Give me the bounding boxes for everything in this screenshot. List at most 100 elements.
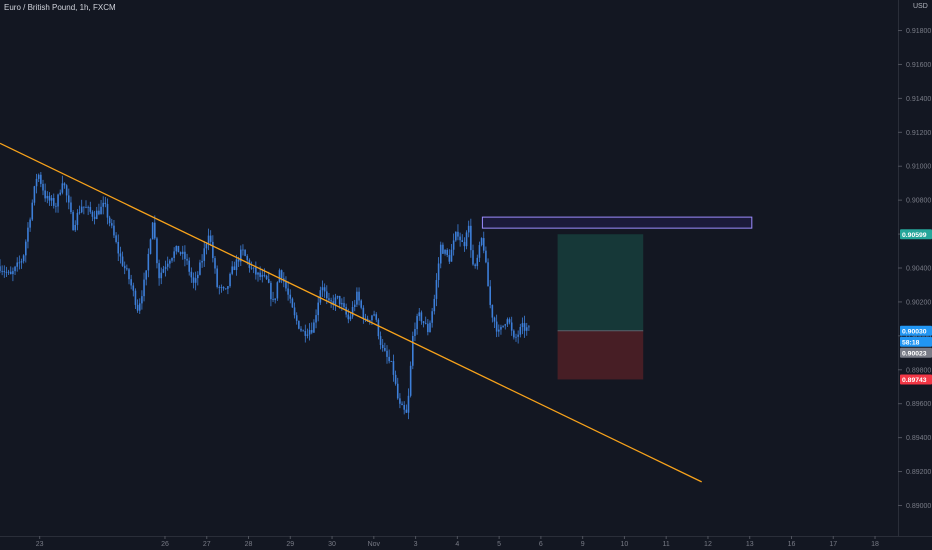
candle-body — [504, 324, 507, 326]
x-tick-label: 4 — [455, 541, 459, 548]
candle-body — [194, 278, 197, 283]
candle-body — [175, 245, 178, 252]
candle-body — [360, 300, 362, 308]
candle-body — [390, 361, 393, 362]
bid-price-label-bg — [900, 347, 932, 358]
candle-body — [418, 312, 421, 317]
resistance-zone — [481, 216, 753, 229]
candle-body — [356, 291, 358, 305]
interval-label: 1h — [79, 3, 89, 12]
candle-body — [98, 210, 100, 215]
y-tick-label: 0.91600 — [906, 62, 931, 69]
candle-body — [422, 321, 425, 324]
candle-body — [147, 253, 150, 271]
candle-body — [113, 225, 115, 236]
candle-body — [181, 251, 184, 254]
x-tick-label: 23 — [36, 541, 44, 548]
candle-body — [375, 314, 378, 320]
candle-body — [156, 238, 158, 264]
candle-body — [7, 271, 10, 273]
candle-body — [14, 266, 16, 272]
candle-body — [16, 262, 18, 267]
candle-body — [328, 298, 330, 301]
candle-body — [87, 206, 89, 208]
y-tick-label: 0.89200 — [906, 469, 931, 476]
candle-body — [18, 262, 21, 264]
x-tick-label: 26 — [161, 541, 169, 548]
candle-body — [461, 240, 464, 243]
candle-body — [158, 263, 160, 279]
candles — [0, 171, 530, 420]
candle-body — [523, 323, 526, 331]
x-tick-label: 18 — [871, 541, 879, 548]
candle-body — [498, 329, 500, 332]
candle-body — [480, 238, 483, 246]
candle-body — [405, 409, 408, 413]
candle-body — [190, 271, 193, 278]
candle-body — [160, 272, 163, 279]
candle-body — [416, 316, 418, 330]
loss-zone — [557, 330, 644, 380]
candle-body — [37, 174, 40, 179]
candle-body — [317, 302, 319, 316]
candle-body — [119, 253, 122, 257]
candle-body — [257, 272, 259, 275]
candle-body — [414, 329, 416, 336]
candle-body — [467, 225, 470, 233]
candle-body — [154, 222, 156, 239]
candle-body — [351, 306, 354, 317]
candle-body — [289, 294, 292, 299]
candle-body — [377, 319, 380, 337]
candle-body — [353, 304, 356, 307]
candle-body — [261, 274, 264, 277]
candle-body — [366, 318, 369, 322]
candle-body — [33, 186, 36, 203]
y-tick-label: 0.89400 — [906, 435, 931, 442]
candle-body — [199, 262, 201, 275]
candle-body — [201, 260, 203, 263]
price-axis: 0.91800 0.91600 0.91400 0.91200 0.91000 0.908… — [898, 0, 931, 536]
candle-body — [323, 287, 326, 292]
candle-body — [218, 287, 221, 288]
candle-body — [188, 260, 190, 272]
candle-body — [126, 268, 128, 270]
candle-body — [343, 303, 345, 308]
candle-body — [399, 398, 401, 404]
candle-body — [231, 266, 233, 274]
candle-body — [214, 258, 216, 269]
x-tick-label: 28 — [245, 541, 253, 548]
candle-body — [3, 271, 6, 273]
candle-body — [412, 335, 414, 366]
x-tick-label: 17 — [829, 541, 837, 548]
currency-label: USD — [913, 3, 928, 10]
bar-countdown-label-bg — [900, 336, 932, 347]
candle-body — [55, 205, 57, 207]
candle-body — [263, 274, 266, 276]
candle-body — [227, 286, 229, 289]
candle-body — [121, 256, 124, 266]
candle-body — [304, 330, 307, 336]
candle-body — [495, 321, 498, 332]
candle-body — [149, 239, 152, 254]
candle-body — [300, 328, 302, 331]
chart-title: Euro / British Pound, 1h, FXCM — [4, 3, 116, 12]
candle-body — [50, 198, 53, 201]
candle-body — [392, 361, 395, 375]
x-tick-label: 5 — [497, 541, 501, 548]
candle-body — [482, 238, 485, 251]
candle-body — [52, 198, 55, 206]
candle-body — [306, 334, 309, 336]
exchange-label: FXCM — [92, 3, 116, 12]
candle-body — [470, 225, 472, 251]
candle-body — [321, 287, 324, 291]
x-tick-label: 16 — [788, 541, 796, 548]
candle-body — [293, 307, 296, 316]
candle-body — [242, 249, 244, 251]
candle-body — [48, 195, 51, 201]
candle-body — [240, 249, 242, 262]
x-tick-label: 10 — [621, 541, 629, 548]
candle-body — [93, 216, 96, 219]
y-tick-label: 0.91800 — [906, 28, 931, 35]
candle-body — [1, 270, 3, 272]
